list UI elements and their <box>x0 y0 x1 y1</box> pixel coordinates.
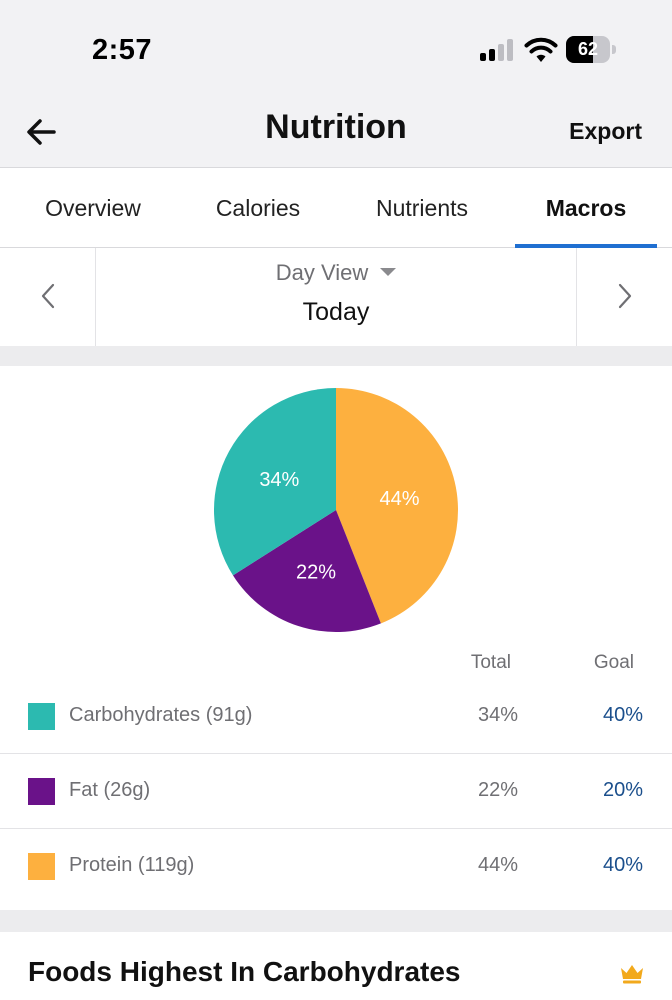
goal-column-header: Goal <box>593 652 634 673</box>
macro-goal: 20% <box>602 779 643 801</box>
macro-label: Protein (119g) <box>69 854 195 876</box>
pie-label-protein: 44% <box>379 488 419 510</box>
macro-total: 34% <box>477 704 518 726</box>
tab-overview[interactable]: Overview <box>45 195 141 221</box>
macro-label: Fat (26g) <box>69 779 151 801</box>
status-bar: 2:57 62 <box>0 0 672 98</box>
view-dropdown-label: Day View <box>275 260 369 285</box>
battery-icon: 62 <box>566 36 616 63</box>
back-arrow-icon[interactable] <box>22 112 62 152</box>
macro-total: 44% <box>477 854 518 876</box>
tab-macros[interactable]: Macros <box>545 195 627 221</box>
fat-swatch <box>28 778 55 805</box>
pie-slice-carbohydrates[interactable] <box>213 388 336 576</box>
tab-calories[interactable]: Calories <box>215 195 301 221</box>
pie-slice-fat[interactable] <box>232 510 381 632</box>
next-day-button[interactable] <box>576 248 672 346</box>
macro-row-protein[interactable]: Protein (119g) 44% 40% <box>0 829 672 904</box>
date-display: Day View Today <box>96 248 576 346</box>
wifi-icon <box>524 37 558 62</box>
battery-percent: 62 <box>577 39 599 59</box>
active-tab-indicator <box>515 244 657 248</box>
protein-swatch <box>28 853 55 880</box>
pie-label-carbohydrates: 34% <box>259 469 299 491</box>
macros-pie-chart: 44% 22% 34% <box>213 388 458 632</box>
macro-goal: 40% <box>602 704 643 726</box>
view-dropdown[interactable]: Day View <box>96 260 576 286</box>
current-date: Today <box>302 298 370 326</box>
foods-section-title: Foods Highest In Carbohydrates <box>28 956 461 987</box>
nav-bar: Nutrition Export <box>0 98 672 168</box>
carbohydrates-swatch <box>28 703 55 730</box>
battery-fill <box>566 36 594 63</box>
macro-label: Carbohydrates (91g) <box>69 704 253 726</box>
export-button[interactable]: Export <box>569 118 642 144</box>
macro-row-fat[interactable]: Fat (26g) 22% 20% <box>0 754 672 829</box>
crown-icon[interactable] <box>619 962 645 984</box>
macro-goal: 40% <box>602 854 643 876</box>
date-selector: Day View Today <box>0 248 672 346</box>
page-title: Nutrition <box>265 108 407 146</box>
tab-nutrients[interactable]: Nutrients <box>375 195 469 221</box>
macro-total: 22% <box>477 779 518 801</box>
cellular-signal-icon <box>480 39 516 61</box>
chevron-right-icon <box>618 283 632 309</box>
pie-label-fat: 22% <box>296 561 336 583</box>
previous-day-button[interactable] <box>0 248 96 346</box>
section-divider <box>0 910 672 932</box>
macro-row-carbohydrates[interactable]: Carbohydrates (91g) 34% 40% <box>0 679 672 754</box>
total-column-header: Total <box>470 652 511 673</box>
status-time: 2:57 <box>92 34 153 66</box>
caret-down-icon <box>380 268 397 276</box>
section-divider <box>0 346 672 366</box>
tab-bar: Overview Calories Nutrients Macros <box>0 168 672 248</box>
chevron-left-icon <box>41 283 55 309</box>
pie-slice-protein[interactable] <box>336 388 458 624</box>
